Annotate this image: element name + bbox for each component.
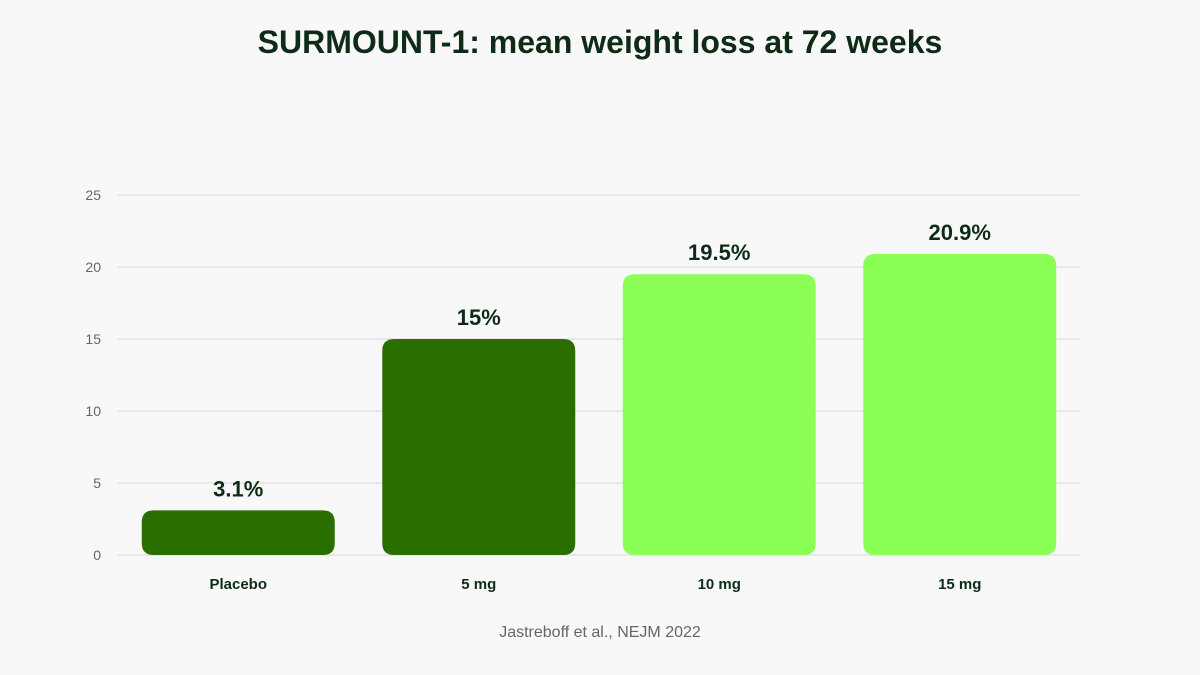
y-tick-label: 10 — [85, 403, 101, 419]
y-tick-label: 5 — [93, 475, 101, 491]
x-tick-label: 10 mg — [698, 576, 741, 593]
y-tick-label: 0 — [93, 547, 101, 563]
x-tick-label: 15 mg — [938, 576, 981, 593]
x-tick-label: 5 mg — [461, 576, 496, 593]
y-tick-label: 20 — [85, 259, 101, 275]
data-label: 19.5% — [688, 240, 750, 265]
data-label: 3.1% — [213, 476, 263, 501]
bar-15-mg — [863, 254, 1057, 556]
y-tick-label: 25 — [85, 187, 101, 203]
y-tick-label: 15 — [85, 331, 101, 347]
source-citation: Jastreboff et al., NEJM 2022 — [499, 624, 701, 641]
x-tick-label: Placebo — [209, 576, 267, 593]
chart-title: SURMOUNT-1: mean weight loss at 72 weeks — [257, 24, 943, 60]
bar-5-mg — [382, 339, 576, 555]
data-label: 15% — [457, 305, 501, 330]
bar-10-mg — [622, 274, 816, 555]
bar-placebo — [141, 510, 335, 555]
data-label: 20.9% — [929, 220, 991, 245]
